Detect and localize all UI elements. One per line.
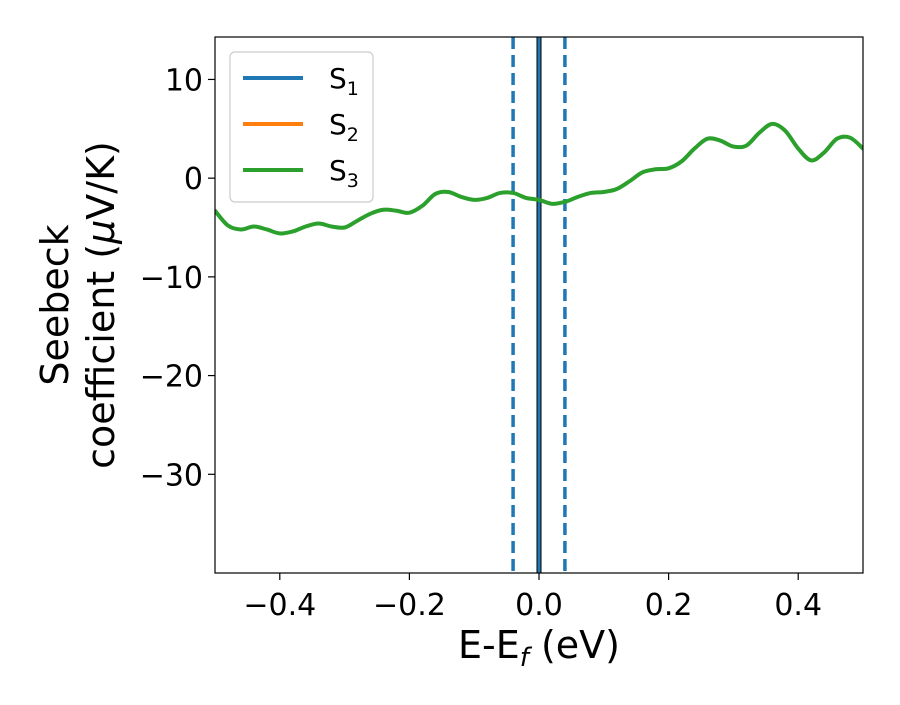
legend-label-s3: S3 — [329, 154, 359, 192]
legend-box — [229, 51, 374, 203]
x-axis: −0.4 −0.2 0.0 0.2 0.4 — [243, 573, 822, 623]
y-axis-title: Seebeck coefficient (μV/K) — [33, 141, 123, 469]
series-line-s3 — [215, 121, 863, 236]
y-axis-title-line2: coefficient (μV/K) — [79, 141, 123, 469]
y-tick-label: −20 — [140, 360, 203, 395]
y-axis-title-line1: Seebeck — [33, 224, 77, 385]
y-tick-label: −30 — [140, 458, 203, 493]
y-tick-label: −10 — [140, 261, 203, 296]
x-tick-label: 0.0 — [515, 588, 563, 623]
x-tick-label: 0.2 — [645, 588, 693, 623]
x-tick-label: −0.4 — [243, 588, 316, 623]
plot-content — [215, 37, 863, 573]
x-tick-label: 0.4 — [774, 588, 822, 623]
y-axis: −30 −20 −10 0 10 — [140, 63, 215, 493]
legend-label-s2: S2 — [329, 108, 359, 146]
x-tick-label: −0.2 — [373, 588, 446, 623]
legend: S1 S2 S3 — [229, 51, 374, 203]
y-tick-label: 0 — [184, 162, 203, 197]
x-axis-title: E-Ef (eV) — [458, 623, 620, 673]
y-tick-label: 10 — [165, 63, 203, 98]
legend-label-s1: S1 — [329, 62, 359, 100]
